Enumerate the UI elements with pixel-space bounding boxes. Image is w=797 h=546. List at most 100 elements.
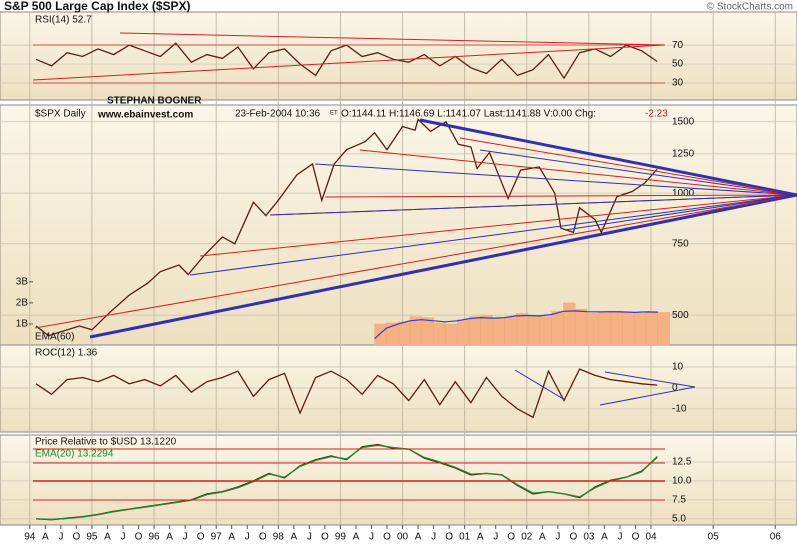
volume-bar bbox=[645, 311, 659, 346]
y-tick-label: 30 bbox=[672, 78, 684, 89]
x-tick-label: A bbox=[290, 532, 297, 543]
x-tick-label: O bbox=[197, 532, 205, 543]
y-tick-label: 5.0 bbox=[672, 514, 686, 525]
panel-label: $SPX Daily bbox=[35, 109, 86, 120]
y-tick-label: 1500 bbox=[672, 116, 695, 127]
y-tick-label: 0 bbox=[672, 383, 678, 394]
x-tick-label: 96 bbox=[148, 532, 160, 543]
volume-bar bbox=[622, 312, 635, 346]
volume-bar bbox=[433, 322, 446, 346]
volume-bar bbox=[480, 315, 493, 346]
volume-bar bbox=[398, 321, 411, 346]
trend-line bbox=[314, 163, 797, 196]
x-tick-label: J bbox=[493, 532, 498, 543]
x-tick-label: O bbox=[73, 532, 81, 543]
x-tick-label: A bbox=[353, 532, 360, 543]
trend-line bbox=[604, 371, 696, 388]
y-tick-label: -10 bbox=[672, 404, 687, 415]
trend-line bbox=[34, 194, 797, 329]
trend-line bbox=[459, 137, 797, 196]
x-tick-label: O bbox=[383, 532, 391, 543]
x-tick-label: J bbox=[120, 532, 125, 543]
x-tick-label: 99 bbox=[335, 532, 347, 543]
volume-bar bbox=[563, 302, 576, 346]
panel-label: EMA(60) bbox=[35, 332, 74, 343]
trend-line bbox=[419, 118, 797, 197]
x-tick-label: A bbox=[228, 532, 235, 543]
x-tick-label: A bbox=[539, 532, 546, 543]
volume-bar bbox=[539, 316, 552, 346]
x-tick-label: 02 bbox=[521, 532, 533, 543]
y-tick-label: 1000 bbox=[672, 188, 695, 199]
volume-bar bbox=[468, 316, 481, 346]
volume-bar bbox=[445, 323, 458, 346]
y-tick-label: 12.5 bbox=[672, 457, 692, 468]
credit: © StockCharts.com bbox=[707, 2, 793, 13]
panel-background bbox=[0, 104, 797, 346]
x-tick-label: O bbox=[632, 532, 640, 543]
x-tick-label: A bbox=[601, 532, 608, 543]
x-tick-label: J bbox=[369, 532, 374, 543]
volume-bar bbox=[504, 317, 517, 346]
x-tick-label: 05 bbox=[708, 532, 720, 543]
volume-bar bbox=[634, 313, 647, 346]
volume-bar bbox=[516, 313, 529, 346]
trend-line bbox=[564, 194, 797, 231]
annotation: STEPHAN BOGNER bbox=[107, 96, 202, 107]
quote-tz: ET bbox=[330, 111, 338, 117]
x-tick-label: J bbox=[617, 532, 622, 543]
x-tick-label: J bbox=[245, 532, 250, 543]
volume-bar bbox=[575, 309, 588, 346]
panel-background bbox=[0, 344, 797, 433]
volume-bar bbox=[657, 312, 670, 346]
trend-line bbox=[269, 194, 797, 216]
x-tick-label: 06 bbox=[770, 532, 782, 543]
x-tick-label: O bbox=[445, 532, 453, 543]
volume-bar bbox=[598, 312, 611, 346]
x-tick-label: 98 bbox=[273, 532, 285, 543]
y-tick-label: 500 bbox=[672, 310, 689, 321]
volume-bar bbox=[586, 313, 599, 346]
y-tick-label: 10.0 bbox=[672, 476, 692, 487]
series-line bbox=[35, 444, 658, 520]
x-tick-label: J bbox=[431, 532, 436, 543]
series-line bbox=[35, 368, 658, 419]
volume-bar bbox=[457, 319, 470, 346]
x-tick-label: A bbox=[42, 532, 49, 543]
volume-bar bbox=[421, 317, 434, 346]
trend-line bbox=[514, 369, 566, 401]
panels: 94 A J O 95 A J O 96 A J O 97 A J O 98 A J O 99 A J O 00 A J O 01 A J O… bbox=[0, 11, 797, 543]
x-tick-label: A bbox=[415, 532, 422, 543]
quote-change: -2.23 bbox=[645, 109, 668, 120]
y2-tick-label: 2B bbox=[16, 298, 29, 309]
y-tick-label: 50 bbox=[672, 59, 684, 70]
y2-tick-label: 3B bbox=[16, 276, 29, 287]
legend-entry: Price Relative to $USD 13.1220 bbox=[35, 437, 177, 448]
y-tick-label: 1250 bbox=[672, 149, 695, 160]
legend-entry: EMA(20) 13.2294 bbox=[35, 449, 114, 460]
y2-tick-label: 1B bbox=[16, 319, 29, 330]
labels: S&P 500 Large Cap Index ($SPX) © StockCh… bbox=[4, 0, 793, 460]
trend-line bbox=[199, 194, 797, 257]
x-tick-label: O bbox=[259, 532, 267, 543]
volume-bar bbox=[551, 311, 564, 346]
annotation: www.ebainvest.com bbox=[97, 110, 193, 121]
x-tick-label: 00 bbox=[397, 532, 409, 543]
volume-bar bbox=[527, 315, 540, 346]
x-tick-label: O bbox=[507, 532, 515, 543]
x-tick-label: J bbox=[555, 532, 560, 543]
volume-ema bbox=[374, 310, 658, 340]
x-tick-label: 01 bbox=[459, 532, 471, 543]
chart-title: S&P 500 Large Cap Index ($SPX) bbox=[4, 0, 191, 13]
x-tick-label: J bbox=[58, 532, 63, 543]
x-tick-label: 03 bbox=[583, 532, 595, 543]
x-tick-label: J bbox=[183, 532, 188, 543]
x-tick-label: 95 bbox=[86, 532, 98, 543]
trend-line bbox=[479, 149, 797, 196]
trend-line bbox=[324, 194, 797, 198]
trend-line bbox=[32, 44, 666, 81]
y-tick-label: 750 bbox=[672, 238, 689, 249]
volume-bar bbox=[610, 311, 623, 346]
quote-date: 23-Feb-2004 10:36 bbox=[235, 109, 321, 120]
y-tick-label: 10 bbox=[672, 362, 684, 373]
